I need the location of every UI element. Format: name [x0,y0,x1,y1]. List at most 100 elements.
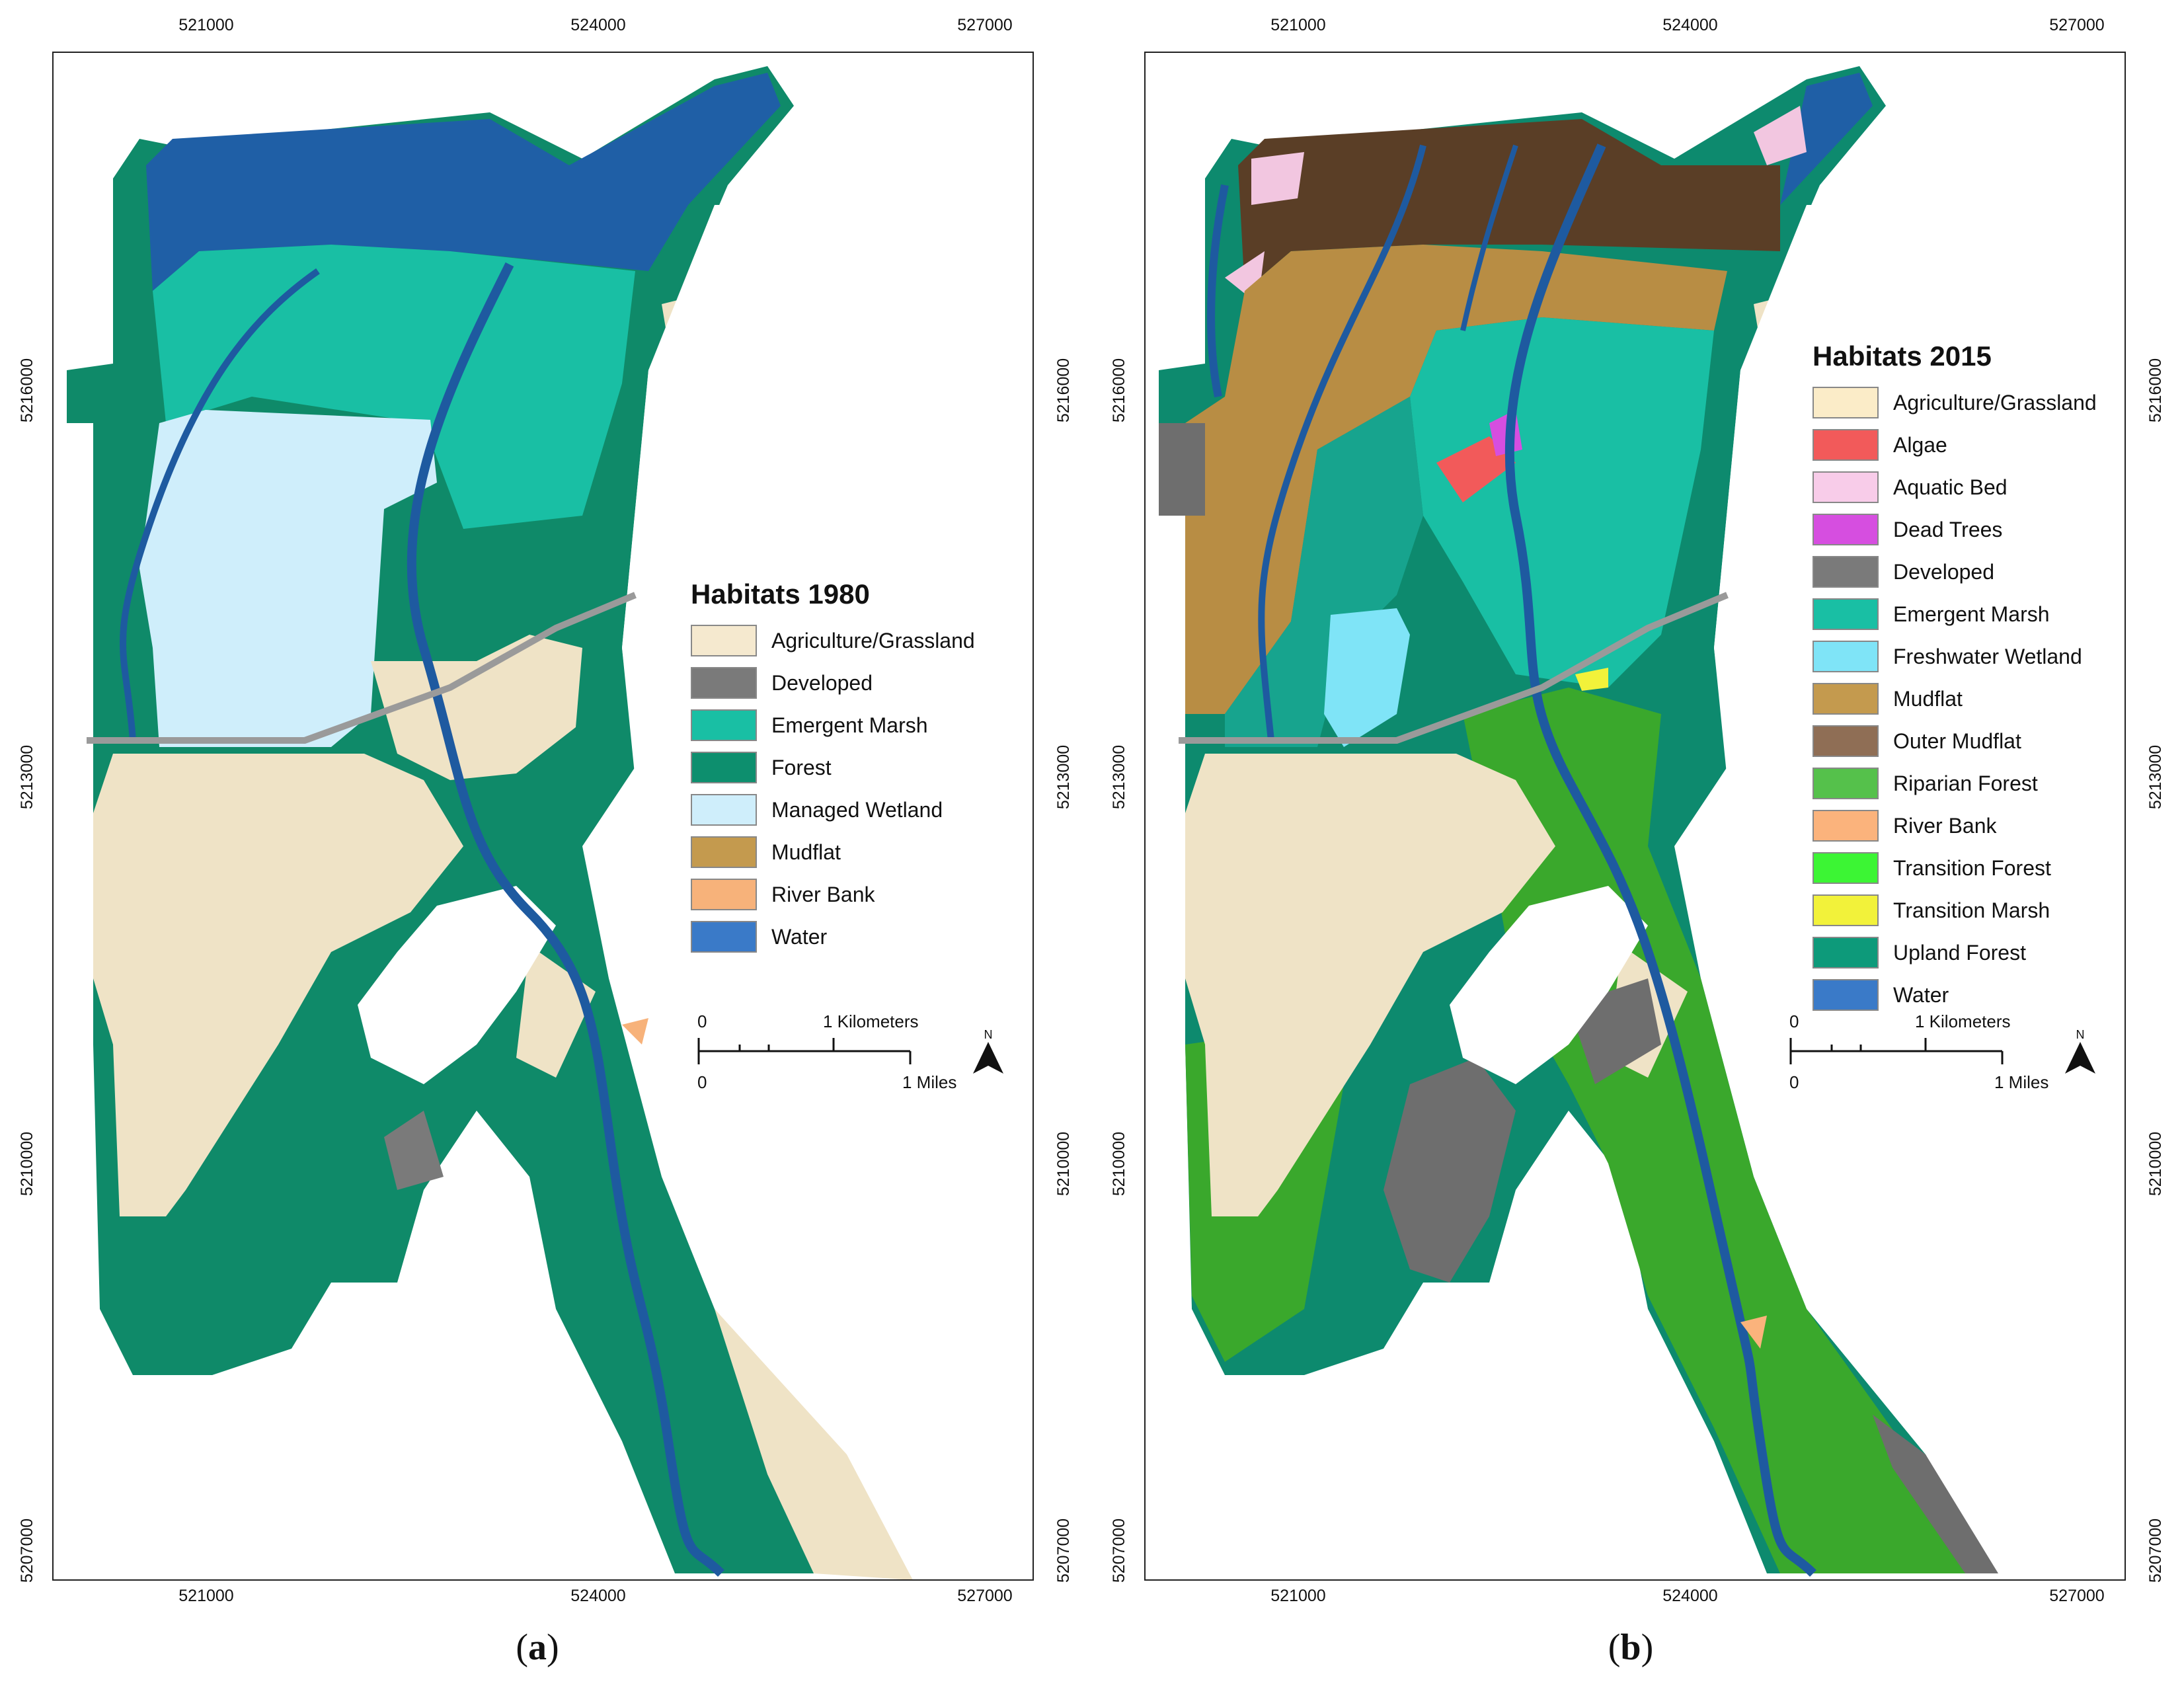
aquatic-bed-zone [1251,152,1304,205]
legend-swatch [1813,810,1879,842]
river-channel [120,268,320,741]
legend-swatch [691,836,757,868]
legend-swatch [691,625,757,656]
y-tick-left: 5207000 [18,1518,37,1583]
legend: Habitats 1980 Agriculture/Grassland Devel… [691,578,975,958]
legend-label: River Bank [771,882,875,906]
x-tick-bottom: 521000 [178,1587,234,1605]
scale-km-end: 1 Kilometers [823,1011,919,1031]
y-tick-right: 5207000 [1054,1518,1073,1583]
legend-item: River Bank [691,873,975,916]
y-tick-left: 5210000 [18,1131,37,1196]
transition-marsh-zone [1575,668,1608,691]
legend-item: Aquatic Bed [1813,466,2097,508]
north-label: N [2076,1028,2085,1041]
scale-mi-end: 1 Miles [1994,1072,2049,1092]
y-tick-right: 5207000 [2146,1518,2165,1583]
y-tick-right: 5216000 [2146,358,2165,422]
river-channel [1504,143,1816,1577]
y-tick-left: 5207000 [1110,1518,1129,1583]
y-tick-right: 5210000 [1054,1131,1073,1196]
scale-mi-start: 0 [697,1072,707,1092]
scale-bar: 0 1 Kilometers 0 1 Miles [697,1011,975,1092]
north-arrow-icon [2065,1042,2095,1074]
legend-label: Agriculture/Grassland [1893,390,2097,415]
legend-swatch [1813,979,1879,1011]
legend-label: Forest [771,755,832,779]
agriculture-zone [371,635,582,780]
river-channel [407,262,724,1577]
water-zone [1780,73,1873,205]
legend-item: Agriculture/Grassland [1813,381,2097,424]
legend-title: Habitats 2015 [1813,340,1992,372]
legend-label: Transition Marsh [1893,898,2050,922]
legend-item: River Bank [1813,805,2097,847]
scale-bar: 0 1 Kilometers 0 1 Miles [1789,1011,2067,1092]
x-tick-bottom: 527000 [2049,1587,2105,1605]
legend-item: Outer Mudflat [1813,720,2097,762]
emergent-marsh-zone [1410,317,1714,688]
legend-item: Transition Forest [1813,847,2097,889]
y-tick-left: 5216000 [18,358,37,422]
habitat-map-2015 [1159,66,2125,1577]
agriculture-zone [93,754,463,1216]
legend-swatch [1813,387,1879,418]
legend-item: Developed [1813,551,2097,593]
legend-swatch [691,752,757,783]
x-tick-bottom: 524000 [570,1587,626,1605]
legend-item: Developed [691,662,975,704]
legend-item: Mudflat [1813,678,2097,720]
panel-label-a: (a) [516,1627,559,1668]
legend-swatch [1813,598,1879,630]
emergent-marsh-zone [153,245,635,529]
legend-swatch [1813,683,1879,715]
scale-km-start: 0 [1789,1011,1799,1031]
x-tick-top: 524000 [1662,16,1718,34]
legend-item: Water [691,916,975,958]
legend-items: Agriculture/Grassland Algae Aquatic Bed Dea… [1813,381,2097,1016]
scale-bar-graphic [697,1038,912,1064]
legend-item: Agriculture/Grassland [691,619,975,662]
highway [1179,592,1729,744]
legend-swatch [691,709,757,741]
legend-swatch [691,921,757,953]
river-channel [1460,144,1518,331]
y-tick-right: 5210000 [2146,1131,2165,1196]
legend-swatch [691,879,757,910]
legend-label: River Bank [1893,813,1997,838]
legend-item: Mudflat [691,831,975,873]
x-tick-top: 527000 [2049,16,2105,34]
legend-swatch [691,794,757,826]
scale-mi-start: 0 [1789,1072,1799,1092]
legend-item: Transition Marsh [1813,889,2097,931]
legend-label: Dead Trees [1893,517,2003,541]
river-bank-zone [1740,1316,1767,1349]
x-tick-bottom: 527000 [957,1587,1013,1605]
aquatic-bed-zone [1754,106,1807,165]
legend-item: Water [1813,974,2097,1016]
y-tick-left: 5210000 [1110,1131,1129,1196]
legend-item: Managed Wetland [691,789,975,831]
legend-item: Freshwater Wetland [1813,635,2097,678]
unmapped-area [1450,886,1648,1084]
managed-wetland-zone [139,410,437,747]
legend-swatch [1813,725,1879,757]
map-frame [1144,52,2126,1581]
y-tick-right: 5216000 [1054,358,1073,422]
legend-label: Algae [1893,432,1947,457]
x-tick-bottom: 521000 [1270,1587,1326,1605]
x-tick-bottom: 524000 [1662,1587,1718,1605]
legend-label: Upland Forest [1893,940,2026,965]
legend-label: Aquatic Bed [1893,475,2008,499]
legend-swatch [1813,852,1879,884]
legend-item: Emergent Marsh [691,704,975,746]
legend-title: Habitats 1980 [691,578,870,610]
legend-item: Upland Forest [1813,931,2097,974]
legend-swatch [1813,768,1879,799]
legend-label: Emergent Marsh [1893,602,2050,626]
north-label: N [984,1028,993,1041]
legend-label: Developed [771,670,873,695]
scale-km-start: 0 [697,1011,707,1031]
mudflat-zone [1185,245,1727,714]
legend-swatch [1813,514,1879,545]
